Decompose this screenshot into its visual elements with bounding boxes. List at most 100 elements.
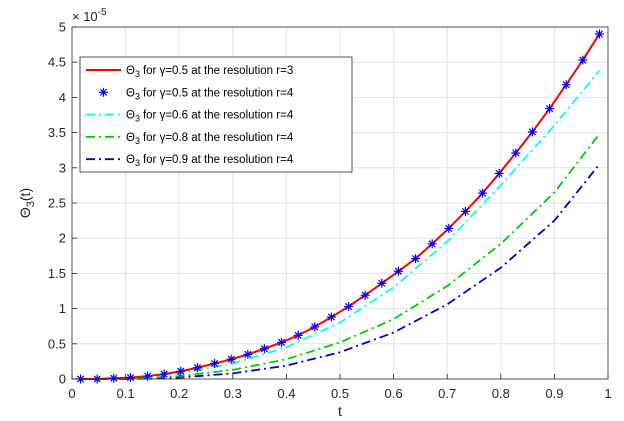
legend-item-1: Θ3 for γ=0.5 at the resolution r=3 [86,65,293,79]
asterisk-stroke [478,189,487,197]
asterisk-stroke [110,374,118,382]
legend-theta: Θ [126,110,135,122]
legend-item-2: Θ3 for γ=0.5 at the resolution r=4 [99,87,294,101]
asterisk-marker [561,80,571,90]
asterisk-marker [527,127,537,137]
y-axis-label: Θ3(t) [17,188,37,218]
asterisk-marker [377,278,387,288]
asterisk-marker [594,29,604,39]
legend-for: for [143,110,160,122]
asterisk-stroke [311,323,319,331]
asterisk-marker [226,354,236,364]
series-line [80,163,601,380]
legend-rest: =0.5 at the resolution r=4 [165,87,293,99]
y-tick-label: 1 [59,301,66,316]
legend-gamma: γ [160,132,166,144]
asterisk-marker [293,330,303,340]
asterisk-marker [411,254,421,264]
legend-sub: 3 [135,91,140,101]
legend-theta: Θ [126,132,135,144]
legend-theta: Θ [126,87,135,99]
asterisk-marker [326,312,336,322]
asterisk-stroke [411,255,420,263]
legend-theta: Θ [126,65,135,77]
legend-gamma: γ [160,154,166,166]
asterisk-stroke [428,240,436,248]
legend-for: for [143,132,160,144]
asterisk-stroke [579,56,587,64]
legend-rest: =0.5 at the resolution r=3 [165,65,293,77]
asterisk-stroke [461,207,470,216]
asterisk-stroke [210,359,219,368]
asterisk-marker [159,369,169,379]
legend-rest: =0.6 at the resolution r=4 [165,110,293,122]
x-tick-label: 0.4 [277,386,295,401]
x-tick-label: 0.3 [224,386,242,401]
series-5 [80,163,601,380]
y-tick-label: 0 [59,372,66,387]
x-tick-label: 0.5 [331,386,349,401]
legend-gamma: γ [160,110,166,122]
legend-sub: 3 [135,136,140,146]
y-tick-label: 4.5 [48,55,66,70]
asterisk-marker [125,373,135,383]
y-tick-label: 5 [59,20,66,35]
legend-for: for [143,65,160,77]
asterisk-stroke [378,279,386,287]
x-tick-label: 0.8 [492,386,510,401]
asterisk-marker [494,168,504,178]
asterisk-marker [192,363,202,373]
legend-sub: 3 [135,114,140,124]
y-axis-label-sub: 3 [25,201,37,207]
y-tick-label: 3 [59,160,66,175]
legend-theta: Θ [126,154,135,166]
y-tick-label: 3.5 [48,125,66,140]
legend-for: for [143,87,160,99]
x-tick-label: 1 [604,386,611,401]
asterisk-marker [310,322,320,332]
legend-gamma: γ [160,65,166,77]
asterisk-marker [393,266,403,276]
ticks: 0 0.1 0.2 0.3 0.4 0.5 0.6 0.7 0.8 0.9 1 0 0.5 1 1.5 2 2.… [48,20,612,402]
exponent-power: -5 [98,7,107,18]
asterisk-stroke [294,331,302,339]
asterisk-stroke [126,373,135,382]
asterisk-stroke [495,169,503,178]
asterisk-stroke [327,313,336,321]
legend-label: Θ3 for γ=0.6 at the resolution r=4 [126,110,294,124]
legend-rest: =0.9 at the resolution r=4 [165,154,293,166]
asterisk-stroke [160,370,168,378]
y-axis-label-main: Θ [17,207,33,218]
asterisk-stroke [528,128,537,136]
legend-label: Θ3 for γ=0.9 at the resolution r=4 [126,154,294,168]
series-layer [76,29,604,384]
asterisk-stroke [244,350,252,358]
legend-label: Θ3 for γ=0.5 at the resolution r=3 [126,65,293,79]
asterisk-marker [344,301,354,311]
asterisk-stroke [545,105,554,113]
y-tick-label: 2.5 [48,196,66,211]
legend-for: for [143,154,160,166]
legend-item-3: Θ3 for γ=0.6 at the resolution r=4 [86,110,294,124]
asterisk-marker [176,366,186,376]
legend-item-4: Θ3 for γ=0.8 at the resolution r=4 [86,132,294,146]
asterisk-marker [99,87,108,97]
asterisk-marker [427,239,437,249]
asterisk-stroke [562,81,570,89]
series-2 [76,29,604,384]
legend-label: Θ3 for γ=0.5 at the resolution r=4 [126,87,294,101]
exponent-label: × 10-5 [72,7,107,24]
asterisk-stroke [394,267,403,275]
y-axis-label-tail: (t) [17,188,33,201]
asterisk-marker [360,290,370,300]
asterisk-stroke [445,224,453,232]
asterisk-stroke [193,364,202,372]
asterisk-stroke [595,30,604,38]
legend-item-5: Θ3 for γ=0.9 at the resolution r=4 [86,154,294,168]
asterisk-stroke [277,338,286,346]
legend-sub: 3 [135,158,140,168]
asterisk-stroke [143,372,152,380]
x-tick-label: 0.1 [117,386,135,401]
asterisk-marker [578,55,588,65]
